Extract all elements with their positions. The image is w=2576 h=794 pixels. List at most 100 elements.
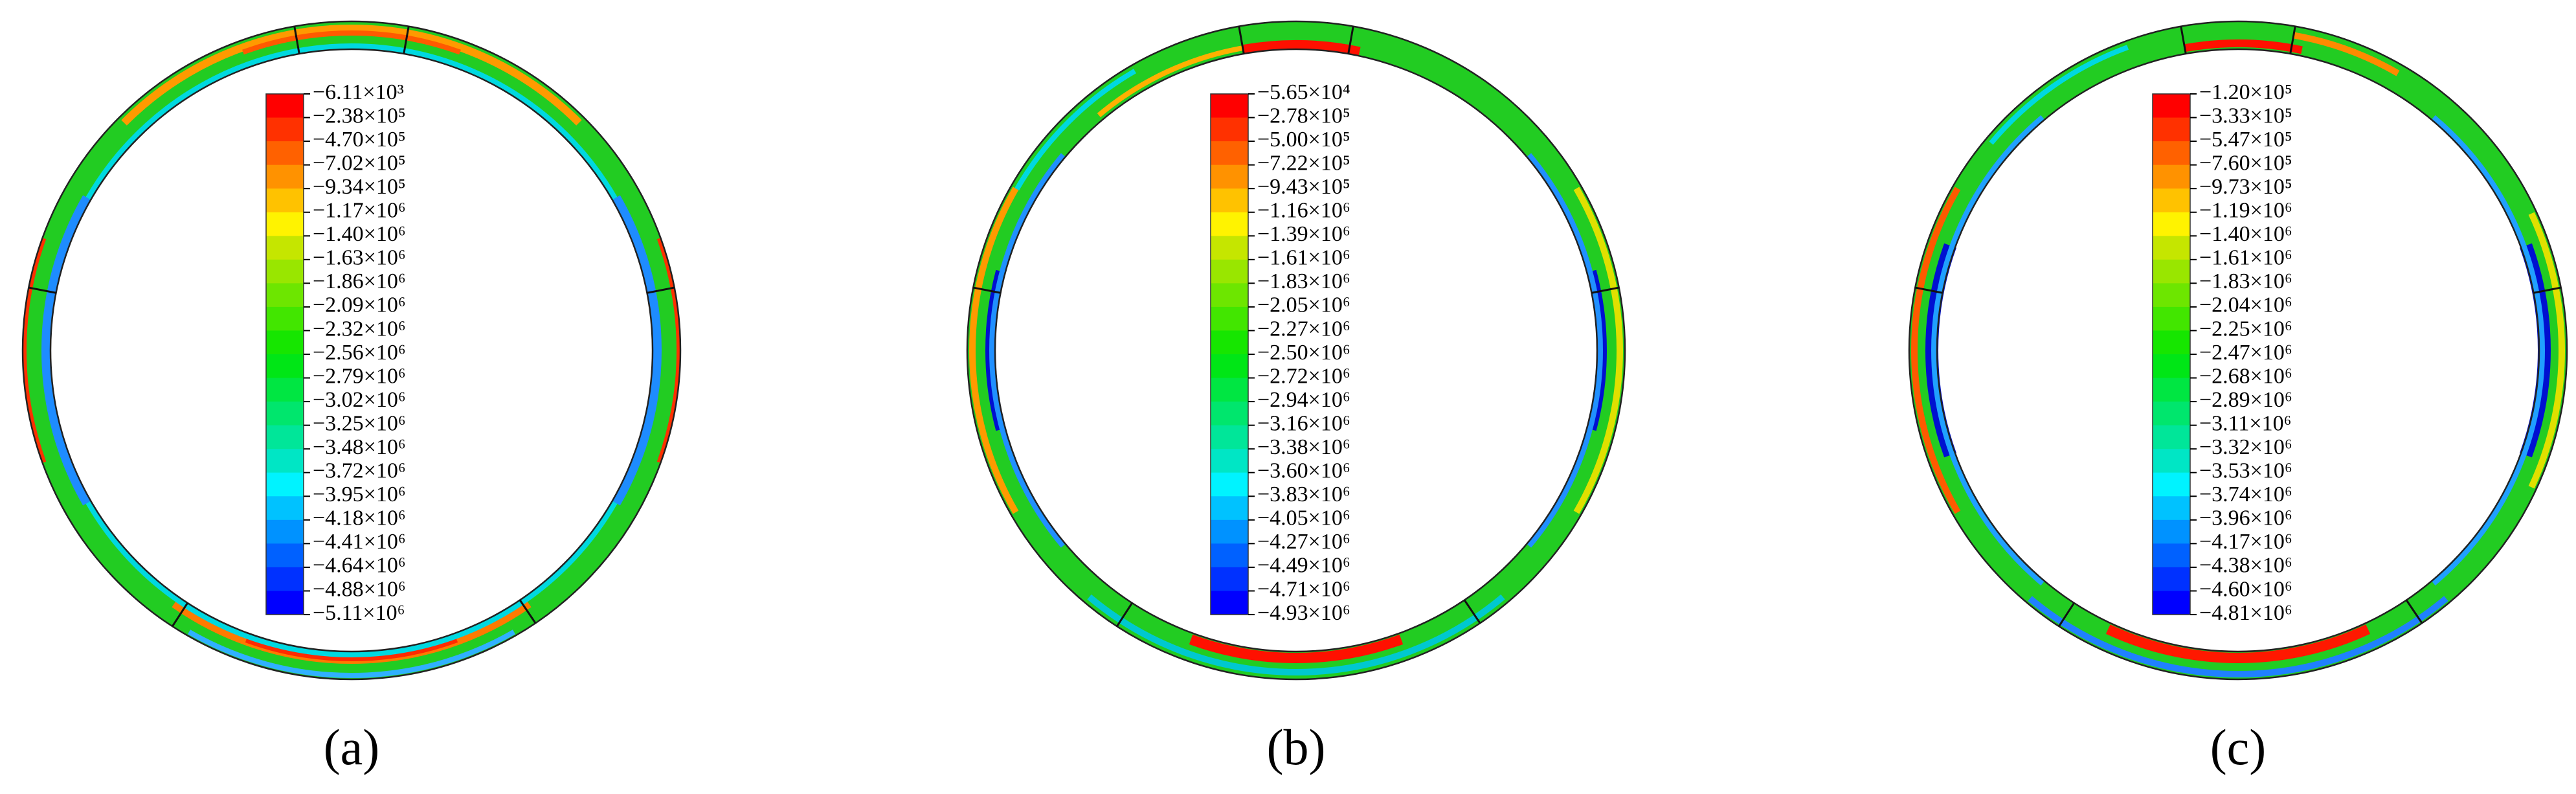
segment-joint xyxy=(172,602,189,627)
legend-label: −4.17×10⁶ xyxy=(2199,530,2292,554)
segment-joint xyxy=(1347,26,1354,54)
legend-label: −3.72×10⁶ xyxy=(313,459,406,483)
legend-swatch xyxy=(266,354,304,379)
segment-joint xyxy=(1238,26,1245,54)
segment-joint xyxy=(973,286,1001,294)
legend-label: −2.68×10⁶ xyxy=(2199,364,2292,388)
legend-swatch xyxy=(1211,402,1248,426)
stress-band xyxy=(1189,634,1404,663)
legend-label: −6.11×10³ xyxy=(313,80,404,104)
legend-label: −2.50×10⁶ xyxy=(1257,341,1350,365)
ring-inner-edge xyxy=(994,48,1598,653)
stress-band xyxy=(1087,594,1505,676)
legend-label: −4.64×10⁶ xyxy=(313,554,406,578)
segment-joint xyxy=(2058,602,2076,627)
stress-band xyxy=(85,501,618,657)
segment-joint xyxy=(28,286,56,294)
legend-swatch xyxy=(266,164,304,189)
legend-label: −9.73×10⁵ xyxy=(2199,175,2292,199)
segment-joint xyxy=(1915,286,1943,294)
legend-swatch xyxy=(266,425,304,449)
legend-label: −3.95×10⁶ xyxy=(313,482,406,506)
legend-label: −2.47×10⁶ xyxy=(2199,341,2292,365)
legend-label: −3.11×10⁶ xyxy=(2199,411,2291,435)
legend-label: −2.09×10⁶ xyxy=(313,293,406,317)
stress-band xyxy=(1242,40,1361,56)
segment-joint xyxy=(2180,26,2187,54)
segment-joint xyxy=(403,26,410,54)
legend-swatch xyxy=(2153,117,2190,142)
legend-label: −4.93×10⁶ xyxy=(1257,601,1350,625)
legend-label: −4.60×10⁶ xyxy=(2199,577,2292,601)
legend-swatch xyxy=(1211,378,1248,402)
legend-swatch xyxy=(2153,496,2190,521)
legend-swatch xyxy=(2153,472,2190,497)
legend-swatch xyxy=(266,236,304,260)
legend-swatch xyxy=(1211,94,1248,119)
legend-label: −2.04×10⁶ xyxy=(2199,293,2292,317)
legend-swatch xyxy=(266,259,304,284)
legend-label: −1.61×10⁶ xyxy=(1257,246,1350,270)
legend-label: −3.96×10⁶ xyxy=(2199,506,2292,530)
legend-label: −3.16×10⁶ xyxy=(1257,411,1350,435)
legend-swatch xyxy=(1211,283,1248,308)
legend-swatch xyxy=(1211,117,1248,142)
stress-band xyxy=(1014,69,1137,191)
panel: −1.20×10⁵−3.33×10⁵−5.47×10⁵−7.60×10⁵−9.7… xyxy=(1908,20,2568,775)
legend-label: −9.34×10⁵ xyxy=(313,175,406,199)
legend-label: −5.11×10⁶ xyxy=(313,601,405,625)
legend-swatch xyxy=(266,496,304,521)
legend-label: −5.65×10⁴ xyxy=(1257,80,1350,104)
legend-label: −4.38×10⁶ xyxy=(2199,554,2292,578)
panel: −5.65×10⁴−2.78×10⁵−5.00×10⁵−7.22×10⁵−9.4… xyxy=(966,20,1626,775)
segment-joint xyxy=(519,599,537,624)
legend-swatch xyxy=(1211,591,1248,615)
legend-swatch xyxy=(1211,212,1248,236)
legend-label: −7.02×10⁵ xyxy=(313,151,406,175)
legend-swatch xyxy=(266,330,304,355)
legend-swatch xyxy=(266,141,304,166)
legend-swatch xyxy=(266,567,304,591)
legend-label: −1.40×10⁶ xyxy=(2199,222,2292,246)
ring-inner-edge xyxy=(1936,48,2540,653)
legend-swatch xyxy=(2153,402,2190,426)
legend-label: −3.33×10⁵ xyxy=(2199,104,2292,128)
legend-label: −7.60×10⁵ xyxy=(2199,151,2292,175)
ring xyxy=(1909,21,2567,679)
stress-band xyxy=(1989,45,2129,145)
legend-swatch xyxy=(2153,188,2190,213)
ring xyxy=(967,21,1625,679)
segment-joint xyxy=(2289,26,2296,54)
legend-label: −4.70×10⁵ xyxy=(313,128,406,152)
legend-swatch xyxy=(2153,519,2190,544)
legend-label: −2.56×10⁶ xyxy=(313,341,406,365)
ring-outer-edge xyxy=(966,20,1626,681)
legend-label: −4.05×10⁶ xyxy=(1257,506,1350,530)
stress-band xyxy=(989,153,1066,548)
legend-swatch xyxy=(266,306,304,331)
legend-label: −4.49×10⁶ xyxy=(1257,554,1350,578)
legend-label: −1.19×10⁶ xyxy=(2199,199,2292,223)
legend-swatch xyxy=(2153,306,2190,331)
legend-swatch xyxy=(266,402,304,426)
legend-label: −2.94×10⁶ xyxy=(1257,388,1350,412)
panel-label: (b) xyxy=(1267,719,1326,775)
legend-swatch xyxy=(2153,378,2190,402)
stress-band xyxy=(2105,624,2371,663)
segment-joint xyxy=(1463,599,1481,624)
legend-swatch xyxy=(1211,449,1248,473)
legend-swatch xyxy=(2153,330,2190,355)
legend-swatch xyxy=(1211,567,1248,591)
legend-label: −1.63×10⁶ xyxy=(313,246,406,270)
legend-swatch xyxy=(2153,283,2190,308)
legend-swatch xyxy=(2153,236,2190,260)
legend-swatch xyxy=(1211,543,1248,568)
legend-label: −3.02×10⁶ xyxy=(313,388,406,412)
stress-band xyxy=(85,43,618,200)
legend-swatch xyxy=(2153,354,2190,379)
stress-band xyxy=(2292,32,2400,76)
legend-label: −4.71×10⁶ xyxy=(1257,577,1350,601)
legend-label: −4.81×10⁶ xyxy=(2199,601,2292,625)
legend-swatch xyxy=(2153,94,2190,119)
legend-swatch xyxy=(2153,164,2190,189)
